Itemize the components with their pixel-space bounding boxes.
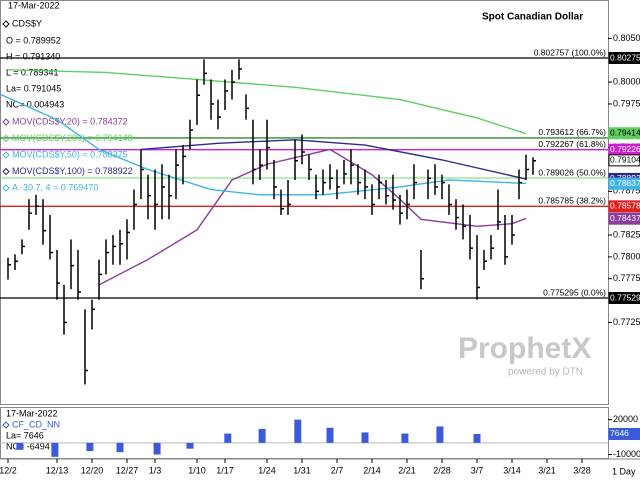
fib-label: 0.785785 (38.2%) [538,196,606,206]
fib-label: 0.793612 (66.7%) [538,127,606,137]
value-box [608,127,640,140]
bar [116,442,124,453]
symbol: CDS$Y [12,18,42,28]
watermark: ProphetX [458,332,591,365]
bar [86,442,94,452]
chart-title: Spot Canadian Dollar [482,12,583,23]
x-tick-label: 3/21 [538,465,556,475]
x-tick-label: 1/3 [149,465,162,475]
value-box [608,427,640,440]
x-tick-label: 2/28 [433,465,451,475]
x-tick-label: 1/31 [293,465,311,475]
value-box [608,212,640,225]
ma-line [0,93,527,196]
value-box-label: 0.775295 [610,292,640,302]
legend-entry: MOV(CDS$Y,20) = 0.784372 [12,116,128,126]
y-tick-label: 20000 [613,414,638,424]
y-tick-label: 0.787500 [613,186,640,196]
value-box [608,200,640,213]
value-box-label: 0.791045 [610,155,640,165]
date: 17-Mar-2022 [8,0,60,10]
fib-label: 0.792267 (61.8%) [538,139,606,149]
bar [401,433,409,443]
fib-label: 0.775295 (0.0%) [543,287,606,297]
bar [153,442,161,455]
bar [258,428,266,443]
diamond [2,20,10,28]
diamond [2,134,10,143]
y-tick-label: 0.797500 [613,98,640,108]
bar [51,442,59,457]
bar [186,442,194,449]
x-tick-label: 12/27 [116,465,139,475]
bar [294,419,302,443]
legend-entry: MOV(CDS$Y,50) = 0.788375 [12,149,128,159]
x-tick-label: 1/10 [188,465,206,475]
x-tick-label: 12/13 [46,465,69,475]
interval: 1 Day [612,466,636,476]
info: NC= 0.004943 [6,99,64,109]
y-tick-label: 0.800000 [613,76,640,86]
x-tick-label: 1/17 [216,465,234,475]
value-box [608,292,640,305]
value-box-label: 0.802757 [610,52,640,62]
value-box-label: 0.788375 [610,178,640,188]
ma-line [140,139,527,180]
value-box [608,154,640,167]
legend-entry: MOV(CDS$Y,100) = 0.788922 [12,166,133,176]
info: La= 0.791045 [6,83,61,93]
value-box-label: 0.785785 [610,201,640,211]
lower-symbol: CF_CD_NN [12,419,60,429]
y-tick-label: 0.805000 [613,33,640,43]
x-tick-label: 3/14 [503,465,521,475]
y-tick-label: 0.782500 [613,229,640,239]
bar [326,427,334,443]
fib-label: 0.789026 (50.0%) [538,167,606,177]
info: La= 7646 [6,430,44,440]
diamond [2,118,10,126]
info: O = 0.789952 [6,35,61,45]
info: NC= -6494 [6,441,50,451]
x-tick-label: 2/14 [363,465,381,475]
value-box [608,52,640,65]
y-tick-label: 0.777500 [613,273,640,283]
ma-line [7,69,527,135]
diamond [2,167,10,176]
x-tick-label: 12/20 [81,465,104,475]
y-tick-label: -10000 [613,449,640,459]
diamond [2,421,10,429]
info: L = 0.789341 [6,67,58,77]
value-box-label: 0.784372 [610,213,640,223]
bar [16,442,24,450]
bar [473,433,481,443]
x-tick-label: 3/7 [471,465,484,475]
note: A -30.7, 4 = 0.769470 [12,182,98,192]
x-tick-label: 12/2 [0,465,17,475]
diamond [2,151,10,159]
y-tick-label: 0.780000 [613,251,640,261]
info: H = 0.791340 [6,51,60,61]
value-box-label: 7646 [610,428,629,438]
lower-date: 17-Mar-2022 [6,408,58,418]
bar [361,432,369,443]
x-tick-label: 2/21 [398,465,416,475]
bar [436,426,444,443]
fib-label: 0.802757 (100.0%) [534,47,606,57]
bar [224,433,232,443]
value-box-label: 0.792267 [610,144,640,154]
value-box [608,177,640,190]
x-tick-label: 2/7 [331,465,344,475]
x-tick-label: 3/28 [573,465,591,475]
x-tick-label: 1/24 [258,465,276,475]
diamond [2,184,10,192]
y-tick-label: 0.772500 [613,317,640,327]
watermark-sub: powered by DTN [508,367,583,378]
legend-entry: MOV(CDS$Y,200) = 0.794148 [12,133,133,143]
value-box-label: 0.794148 [610,127,640,137]
